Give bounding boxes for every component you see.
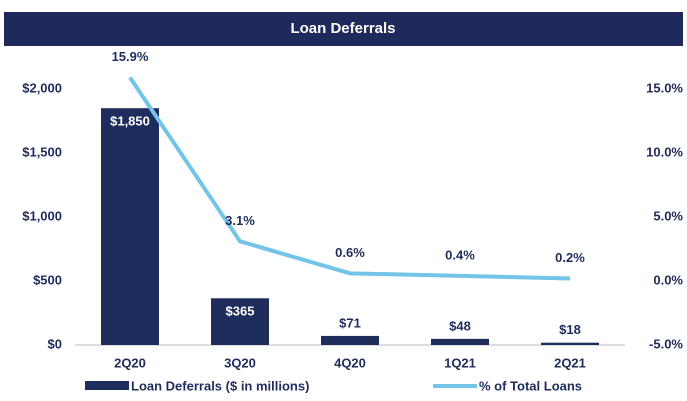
data-label: $365 [226,304,255,319]
bar [541,342,599,345]
line-label: 0.6% [335,245,365,260]
bar [431,338,489,345]
line-label: 3.1% [225,213,255,228]
legend-swatch [85,381,129,390]
x-tick-label: 2Q20 [114,355,146,370]
bar [101,108,159,345]
x-tick-label: 3Q20 [224,355,256,370]
y-tick-label: $1,000 [22,208,62,223]
data-label: $48 [449,318,471,333]
y-tick-label: $0 [48,336,62,351]
title-bar [4,12,683,46]
bar [321,335,379,345]
line [128,76,571,281]
y-tick-label: $2,000 [22,80,62,95]
y2-tick-label: 10.0% [646,144,683,159]
y-tick-label: $500 [33,272,62,287]
y-tick-label: $1,500 [22,144,62,159]
data-label: $1,850 [110,114,150,129]
line-label: 0.2% [555,250,585,265]
chart-title: Loan Deferrals [290,20,395,37]
line-label: 15.9% [112,49,149,64]
x-tick-label: 1Q21 [444,355,476,370]
y2-tick-label: 15.0% [646,80,683,95]
data-label: $18 [559,322,581,337]
bar [211,298,269,345]
y2-tick-label: 0.0% [653,272,683,287]
x-tick-label: 4Q20 [334,355,366,370]
y2-tick-label: 5.0% [653,208,683,223]
legend-label: Loan Deferrals ($ in millions) [131,378,309,393]
data-label: $71 [339,315,361,330]
legend-label: % of Total Loans [479,378,582,393]
x-tick-label: 2Q21 [554,355,586,370]
line-label: 0.4% [445,247,475,262]
y2-tick-label: -5.0% [649,336,683,351]
